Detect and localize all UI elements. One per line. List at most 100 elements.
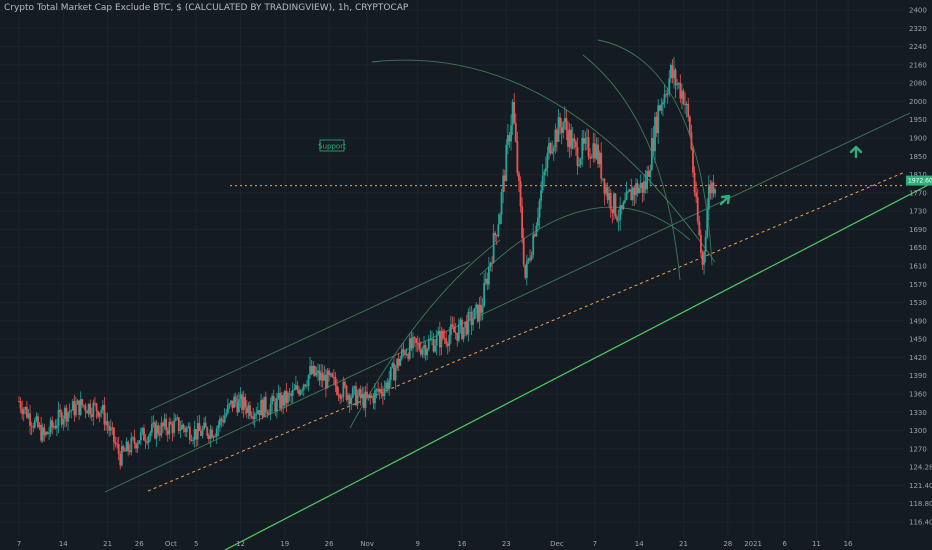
candle-body (238, 399, 240, 413)
candle-body (695, 192, 698, 198)
candle-body (605, 187, 607, 194)
candle-body (269, 404, 272, 414)
candle-body (578, 164, 580, 166)
price-tag-label: 1972.6035 (908, 178, 932, 185)
candle-body (277, 393, 280, 398)
candle-body (285, 390, 288, 403)
candle-body (446, 343, 449, 346)
candle-body (320, 372, 323, 381)
candle-body (639, 182, 642, 188)
candle-body (556, 129, 558, 142)
candle-body (693, 172, 696, 193)
y-tick-label: 1730 (909, 208, 927, 216)
candle-body (176, 417, 179, 419)
candle-body (355, 386, 357, 406)
candle-body (513, 102, 516, 123)
candle-body (711, 182, 713, 194)
y-tick-label: 1330 (909, 409, 927, 417)
candle-body (230, 400, 232, 404)
candle-body (315, 372, 318, 376)
candle-body (81, 399, 84, 406)
candle-body (475, 304, 478, 309)
candle-body (427, 339, 430, 350)
candle-body (307, 374, 310, 386)
x-tick-label: 7 (593, 540, 597, 548)
candle-body (67, 412, 69, 422)
candle-body (87, 403, 90, 414)
candle-body (457, 324, 460, 341)
y-tick-label: 2000 (909, 98, 927, 106)
x-tick-label: 21 (679, 540, 688, 548)
candle-body (521, 206, 524, 238)
x-tick-label: 11 (812, 540, 821, 548)
candle-body (195, 429, 198, 440)
candle-body (252, 416, 255, 420)
candle-body (649, 169, 652, 177)
candle-body (287, 393, 289, 403)
candle-body (141, 427, 144, 432)
candle-body (423, 344, 425, 349)
y-tick-label: 1390 (909, 372, 927, 380)
candle-body (617, 220, 620, 221)
y-tick-label: 1950 (909, 116, 927, 124)
y-tick-label: 2080 (909, 80, 927, 88)
candle-body (116, 443, 118, 445)
candle-body (114, 442, 117, 444)
candle-body (565, 118, 568, 131)
candle-body (63, 407, 66, 419)
candle-body (701, 252, 704, 265)
candle-body (652, 138, 655, 152)
candle-body (71, 401, 74, 411)
x-tick-label: 16 (844, 540, 853, 548)
candle-body (538, 200, 541, 218)
candle-body (541, 175, 544, 191)
candle-body (192, 439, 194, 441)
candle-body (70, 410, 73, 412)
candle-body (242, 396, 245, 410)
candle-body (228, 403, 231, 405)
candle-body (650, 138, 653, 170)
candle-body (625, 191, 628, 201)
candle-body (249, 405, 251, 416)
x-tick-label: 9 (415, 540, 419, 548)
candle-body (491, 262, 493, 264)
candle-body (549, 143, 552, 154)
candle-body (532, 234, 535, 256)
candle-body (361, 393, 364, 399)
candle-body (704, 237, 707, 252)
candle-body (89, 403, 92, 415)
arrow-up-right-icon (719, 194, 731, 206)
candle-body (146, 441, 149, 443)
candle-body (78, 400, 81, 415)
candle-body (173, 420, 175, 434)
candle-body (95, 403, 98, 411)
y-tick-label: 1900 (909, 135, 927, 143)
x-tick-label: 14 (59, 540, 68, 548)
candle-body (188, 426, 191, 441)
x-tick-label: 5 (194, 540, 198, 548)
candle-body (660, 104, 663, 111)
candle-body (570, 129, 573, 149)
y-tick-label: 1650 (909, 244, 927, 252)
candle-body (139, 431, 142, 441)
candle-body (79, 399, 82, 415)
candle-body (33, 420, 36, 428)
y-tick-label: 124.28 (909, 464, 932, 472)
candle-body (334, 377, 337, 386)
candle-body (530, 255, 533, 260)
candle-body (109, 427, 112, 431)
candle-body (687, 103, 690, 117)
candle-body (579, 159, 582, 165)
candle-body (350, 397, 353, 404)
candle-body (486, 278, 489, 285)
candle-body (37, 416, 39, 428)
candle-body (329, 373, 332, 376)
candle-body (499, 214, 501, 225)
candle-body (551, 151, 554, 154)
candle-body (73, 401, 76, 416)
candle-body (470, 311, 473, 325)
candle-body (663, 94, 666, 103)
candle-body (681, 90, 683, 99)
